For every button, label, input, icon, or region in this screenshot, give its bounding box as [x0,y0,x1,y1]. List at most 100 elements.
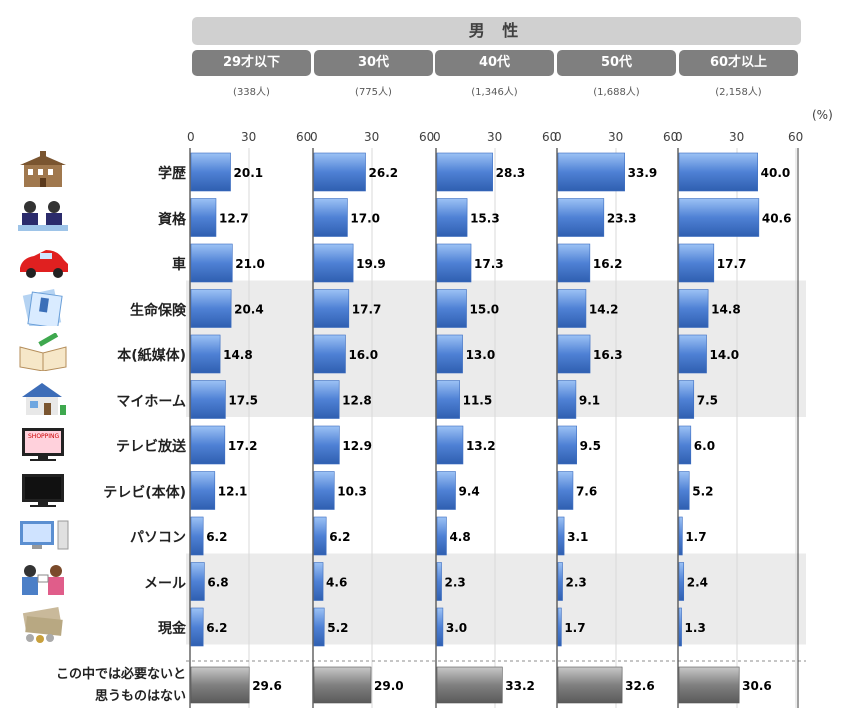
sample-size-4: (2,158人) [715,87,762,98]
category-label: マイホーム [116,393,186,410]
bar-0-2 [190,243,233,283]
value-label: 30.6 [742,679,772,693]
bar-1-1 [313,198,348,237]
sample-size-0: (338人) [233,87,270,98]
value-label: 7.5 [697,394,718,408]
category-label: パソコン [130,530,186,546]
value-label: 10.3 [337,485,367,499]
bar-3-6 [557,425,577,465]
value-label: 29.6 [252,679,282,693]
value-label: 17.5 [228,394,258,408]
tick-60: 60 [542,130,558,144]
value-label: 14.0 [710,348,740,362]
bar-1-7 [313,471,335,510]
bar-0-7 [190,471,216,510]
house-icon [22,382,66,415]
shaded-band [186,599,806,645]
none-label-line2: 思うものはない [94,689,186,704]
age-header-3: 50代 [557,50,676,76]
value-label: 33.2 [505,679,535,693]
tick-30: 30 [364,130,380,144]
tick-30: 30 [608,130,624,144]
bar-3-3 [557,289,587,328]
value-label: 5.2 [327,621,348,635]
value-label: 14.8 [711,303,741,317]
age-header-1: 30代 [314,50,433,76]
bar-2-2 [436,243,472,283]
value-label: 2.3 [566,576,587,590]
tick-30: 30 [487,130,503,144]
value-label: 17.2 [228,439,258,453]
value-label: 29.0 [374,679,404,693]
value-label: 14.8 [223,348,253,362]
tick-60: 60 [788,130,804,144]
value-label: 40.0 [761,166,791,180]
value-label: 19.9 [356,257,386,271]
value-label: 16.2 [593,257,623,271]
category-label: テレビ(本体) [103,484,186,501]
value-label: 1.3 [685,621,706,635]
bar-3-9 [557,562,563,601]
computer-icon [20,520,69,550]
value-label: 33.9 [628,166,658,180]
bar-2-4 [436,334,463,374]
tick-0: 0 [310,130,318,144]
tv-broadcast-icon: SHOPPING [22,428,64,461]
bar-4-3 [678,289,709,328]
category-label: 生命保険 [130,302,186,319]
bar-4-2 [678,243,715,283]
bar-4-10 [678,607,682,647]
value-label: 2.4 [687,576,708,590]
category-label: 資格 [158,211,186,228]
bar-4-6 [678,425,692,465]
category-label: メール [144,575,186,592]
value-label: 4.6 [326,576,347,590]
value-label: 2.3 [445,576,466,590]
bar-4-1 [678,198,760,237]
tick-0: 0 [554,130,562,144]
value-label: 14.2 [589,303,619,317]
age-header-2: 40代 [435,50,554,76]
bar-0-8 [190,516,204,556]
bar-2-6 [436,425,464,465]
bar-1-9 [313,562,324,601]
value-label: 1.7 [685,530,706,544]
bar-3-2 [557,243,591,283]
value-label: 6.2 [329,530,350,544]
value-label: 17.3 [474,257,504,271]
bar-none-3 [557,666,623,704]
none-label-line1: この中では必要ないと [55,667,186,682]
bar-3-4 [557,334,591,374]
value-label: 28.3 [496,166,526,180]
car-icon [20,250,68,278]
bar-3-5 [557,380,577,419]
value-label: 40.6 [762,212,792,226]
svg-text:SHOPPING: SHOPPING [28,433,60,440]
sample-size-3: (1,688人) [593,87,640,98]
unit-label: (%) [812,108,833,122]
bar-4-8 [678,516,683,556]
category-label: 車 [172,257,186,273]
tick-60: 60 [296,130,312,144]
age-header-4: 60才以上 [679,50,798,76]
value-label: 9.1 [579,394,600,408]
bar-2-7 [436,471,456,510]
sample-size-2: (1,346人) [471,87,518,98]
bar-2-0 [436,152,493,192]
bar-1-5 [313,380,340,419]
bar-none-2 [436,666,503,704]
bar-0-1 [190,198,217,237]
age-header-0: 29才以下 [192,50,311,76]
value-label: 20.4 [234,303,264,317]
value-label: 1.7 [564,621,585,635]
value-label: 13.0 [466,348,496,362]
bar-none-1 [313,666,372,704]
value-label: 3.0 [446,621,467,635]
value-label: 20.1 [234,166,264,180]
bar-4-0 [678,152,758,192]
bar-2-10 [436,607,444,647]
value-label: 6.8 [207,576,228,590]
bar-1-10 [313,607,325,647]
